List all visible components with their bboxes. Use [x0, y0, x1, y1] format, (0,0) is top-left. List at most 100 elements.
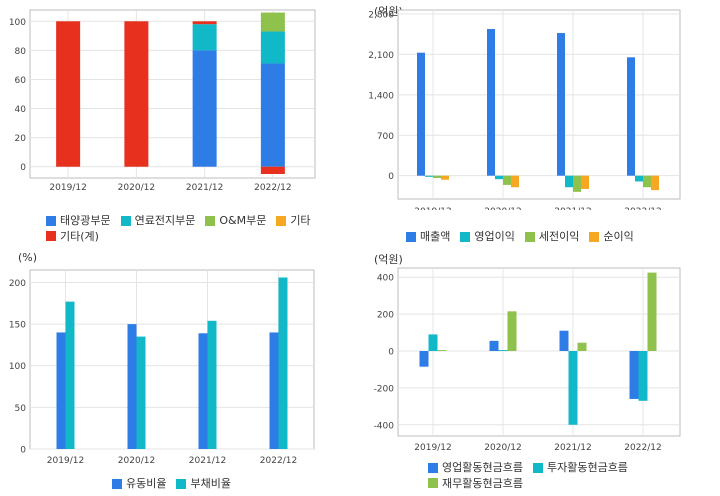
legend-item: 기타 [276, 213, 311, 228]
legend-swatch [460, 231, 471, 242]
y-tick-label: 20 [15, 134, 27, 144]
bar [503, 175, 511, 185]
cashflow-chart: -400 -200 0 200 400 2019/12 2020/12 2021/12 2022… [374, 267, 681, 453]
legend-swatch [532, 462, 543, 473]
bar [638, 351, 648, 401]
x-tick-label: 2020/12 [118, 456, 155, 466]
bar [124, 21, 149, 167]
bar [568, 351, 578, 425]
bar [581, 175, 589, 189]
x-tick-label: 2020/12 [118, 183, 155, 193]
x-tick-label: 2022/12 [624, 443, 661, 453]
y-tick-label: 40 [15, 105, 27, 115]
x-tick-label: 2019/12 [414, 443, 451, 453]
legend-swatch [276, 215, 287, 226]
bar [629, 351, 639, 399]
x-tick-label: 2019/12 [414, 207, 451, 210]
y-tick-label: 150 [9, 321, 26, 331]
x-tick-label: 2022/12 [624, 207, 661, 210]
legend-item: 유동비율 [112, 476, 166, 491]
legend-swatch [46, 215, 56, 226]
legend-label: O&M부문 [219, 214, 267, 227]
legend-item: 순이익 [589, 229, 634, 244]
legend-label: 기타 [290, 214, 311, 227]
bar [419, 351, 429, 367]
legend-item: 세전이익 [524, 229, 580, 244]
bar [278, 277, 288, 449]
bar [487, 29, 495, 176]
y-tick-label: 100 [9, 362, 26, 372]
legend-label: 영업활동현금흐름 [442, 461, 523, 474]
legend-label: 투자활동현금흐름 [546, 461, 628, 474]
legend-swatch [120, 215, 131, 226]
y-tick-label: 0 [388, 172, 394, 182]
segment-chart: 0 20 40 60 80 100 2019/12 2020/12 2021/12 2022/12 [9, 9, 316, 193]
legend-item: 부채비율 [176, 476, 231, 491]
legend-item: 투자활동현금흐름 [532, 460, 628, 475]
bar [437, 350, 447, 351]
legend-swatch [428, 462, 438, 473]
bar [260, 31, 285, 64]
bar [425, 175, 433, 177]
y-tick-label: 60 [15, 76, 27, 86]
bar [565, 175, 573, 188]
y-tick-label: 200 [377, 311, 394, 321]
legend-swatch [176, 478, 187, 489]
legend-label: 연료전지부문 [134, 214, 196, 227]
bar [651, 175, 659, 191]
bar [417, 52, 425, 176]
legend-item: 연료전지부문 [120, 213, 196, 228]
y-tick-label: -400 [374, 421, 395, 431]
ratio-unit-label: (%) [18, 251, 38, 264]
ratio-chart-legend: 유동비율 부채비율 [112, 476, 352, 492]
y-tick-label: 80 [15, 47, 27, 57]
legend-label: 재무활동현금흐름 [442, 476, 523, 490]
y-tick-label: 700 [377, 132, 394, 142]
y-tick-label: 2,100 [368, 51, 394, 61]
bar [428, 334, 438, 351]
x-tick-label: 2022/12 [254, 183, 291, 193]
legend-swatch [428, 478, 438, 488]
legend-item: 영업활동현금흐름 [428, 460, 523, 475]
y-tick-label: 200 [9, 279, 26, 289]
x-tick-label: 2019/12 [47, 456, 84, 466]
bar [495, 175, 503, 180]
legend-swatch [406, 231, 416, 242]
bar [627, 57, 635, 176]
bar [136, 336, 146, 449]
bar [65, 301, 75, 449]
legend-item: 재무활동현금흐름 [428, 476, 523, 491]
bar [441, 175, 449, 180]
legend-label: 세전이익 [538, 230, 580, 243]
y-tick-label: 2,800 [368, 11, 394, 21]
x-tick-label: 2020/12 [484, 443, 521, 453]
legend-swatch [524, 231, 535, 242]
bar [260, 166, 285, 174]
bar [127, 324, 137, 449]
legend-label: 유동비율 [126, 477, 167, 490]
bar [260, 63, 285, 167]
bar [192, 21, 217, 25]
bar [269, 332, 279, 449]
bar [260, 12, 285, 32]
bar [489, 340, 499, 351]
plot-frame [29, 269, 315, 450]
y-tick-label: 0 [388, 348, 394, 358]
bar [559, 330, 569, 351]
legend-item: 영업이익 [460, 229, 515, 244]
legend-label: 매출액 [420, 230, 451, 243]
bar [511, 175, 519, 188]
bar [557, 33, 565, 176]
income-unit-label: (억원) [374, 5, 403, 18]
bar [507, 311, 517, 351]
segment-chart-legend: 태양광부문 연료전지부문 O&M부문 기타 기타(계) [46, 213, 346, 244]
cashflow-unit-label: (억원) [374, 253, 403, 266]
x-tick-label: 2020/12 [484, 207, 521, 210]
bar [573, 175, 581, 192]
legend-swatch [589, 231, 600, 242]
legend-label: 부채비율 [190, 477, 231, 490]
bar [647, 272, 657, 351]
legend-label: 영업이익 [474, 230, 515, 243]
legend-item: 태양광부문 [46, 213, 111, 228]
